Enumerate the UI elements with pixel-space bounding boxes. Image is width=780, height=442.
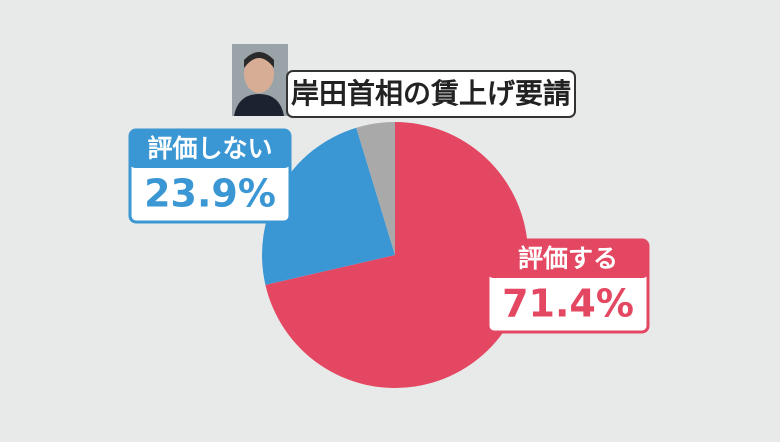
pie-slice	[262, 127, 395, 285]
pie-slice	[265, 122, 529, 389]
portrait-hair	[244, 52, 274, 68]
legend-label: 評価しない	[147, 134, 272, 163]
data-label: 23.9%	[144, 172, 276, 216]
portrait	[232, 44, 288, 116]
label-header	[130, 130, 290, 168]
portrait-suit	[234, 94, 284, 116]
label-header	[488, 240, 648, 278]
data-label: 71.4%	[502, 282, 634, 326]
portrait-face	[244, 55, 274, 93]
title-box	[286, 70, 576, 118]
legend-label: 評価する	[518, 244, 618, 273]
pie-slice	[356, 122, 395, 255]
chart-title: 岸田首相の賃上げ要請	[291, 77, 571, 110]
